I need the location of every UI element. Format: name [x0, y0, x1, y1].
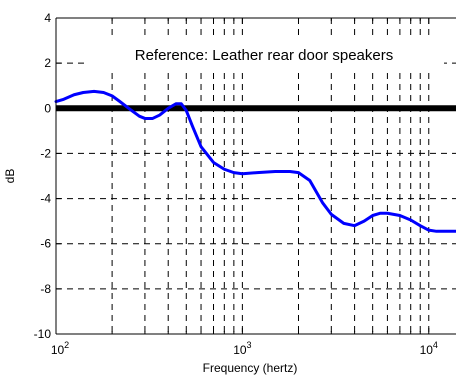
- axes-frame: [55, 17, 456, 335]
- tick-labels: -10 -8 -6 -4 -2 0 2 4 102 103 104: [34, 11, 438, 357]
- y-tick-label: 4: [44, 11, 51, 25]
- chart-annotation: Reference: Leather rear door speakers: [135, 47, 393, 64]
- x-tick-label: 103: [233, 340, 251, 357]
- y-tick-label: 2: [44, 56, 51, 70]
- y-tick-label: -8: [40, 282, 51, 296]
- response-series-line: [54, 89, 456, 233]
- x-tick-label: 104: [420, 340, 438, 357]
- annotation-background: [86, 40, 444, 68]
- y-axis-label: dB: [3, 169, 17, 184]
- x-axis-label: Frequency (hertz): [203, 361, 298, 375]
- y-tick-label: 0: [44, 101, 51, 115]
- x-tick-label: 102: [51, 340, 69, 357]
- y-tick-label: -10: [34, 327, 52, 341]
- y-tick-label: -2: [40, 146, 51, 160]
- y-tick-label: -4: [40, 192, 51, 206]
- y-tick-label: -6: [40, 237, 51, 251]
- tick-marks: [55, 17, 430, 335]
- series-layer: [54, 89, 456, 233]
